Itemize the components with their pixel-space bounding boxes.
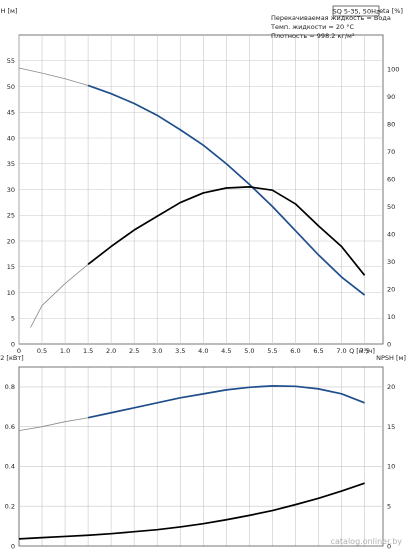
model-label: SQ 5-35, 50Hz xyxy=(333,8,380,16)
q-tick-label: 5.5 xyxy=(267,347,277,355)
npsh-tick-label: 20 xyxy=(387,383,395,391)
npsh-tick-label: 15 xyxy=(387,423,395,431)
h-tick-label: 5 xyxy=(11,315,15,323)
p2-axis-title: P2 [кВт] xyxy=(0,354,24,362)
q-tick-label: 3.5 xyxy=(175,347,185,355)
temperature-label: Темп. жидкости = 20 °C xyxy=(270,23,354,31)
npsh-tick-label: 0 xyxy=(387,542,391,550)
q-tick-label: 2.5 xyxy=(129,347,139,355)
h-tick-label: 55 xyxy=(7,57,15,65)
h-axis-title: H [м] xyxy=(1,7,18,15)
h-curve-extension xyxy=(18,67,89,86)
q-tick-label: 2.0 xyxy=(106,347,116,355)
q-tick-label: 0 xyxy=(17,347,21,355)
eta-tick-label: 90 xyxy=(387,93,395,101)
grid-layer xyxy=(18,34,384,547)
npsh-tick-label: 5 xyxy=(387,503,391,511)
h-tick-label: 15 xyxy=(7,263,15,271)
h-tick-label: 10 xyxy=(7,289,15,297)
q-tick-label: 7.5 xyxy=(359,347,369,355)
axis-layer: 0 0.5 1.0 1.5 2.0 2.5 3.0 3.5 4.0 4.5 5.0 5.5 6.0 6.5… xyxy=(5,57,400,550)
p2-curve xyxy=(87,385,365,419)
h-tick-label: 40 xyxy=(7,134,15,142)
h-tick-label: 20 xyxy=(7,237,15,245)
q-tick-label: 0.5 xyxy=(37,347,47,355)
curve-layer xyxy=(18,67,366,540)
q-tick-label: 6.0 xyxy=(290,347,300,355)
eta-tick-label: 10 xyxy=(387,313,395,321)
q-tick-label: 5.0 xyxy=(244,347,254,355)
h-tick-label: 0 xyxy=(11,340,15,348)
q-tick-label: 7.0 xyxy=(336,347,346,355)
h-curve xyxy=(87,84,366,296)
eta-tick-label: 60 xyxy=(387,176,395,184)
q-tick-label: 4.0 xyxy=(198,347,208,355)
p2-curve-extension xyxy=(18,417,89,432)
p2-tick-label: 0.4 xyxy=(5,463,15,471)
p2-tick-label: 0 xyxy=(11,542,15,550)
eta-tick-label: 50 xyxy=(387,203,395,211)
liquid-label: Перекачиваемая жидкость = Вода xyxy=(271,14,391,22)
q-tick-label: 3.0 xyxy=(152,347,162,355)
h-tick-label: 25 xyxy=(7,212,15,220)
eta-tick-label: 20 xyxy=(387,285,395,293)
npsh-tick-label: 10 xyxy=(387,463,395,471)
h-tick-label: 45 xyxy=(7,109,15,117)
model-label-box xyxy=(332,5,380,17)
q-tick-label: 4.5 xyxy=(221,347,231,355)
h-tick-label: 30 xyxy=(7,186,15,194)
eta-axis-title: eta [%] xyxy=(379,7,403,15)
h-tick-label: 50 xyxy=(7,83,15,91)
eta-tick-label: 0 xyxy=(387,340,391,348)
eta-tick-label: 80 xyxy=(387,121,395,129)
npsh-axis-title: NPSH [м] xyxy=(376,354,406,362)
eta-tick-label: 70 xyxy=(387,148,395,156)
eta-curve-extension xyxy=(30,264,89,328)
density-label: Плотность = 998.2 кг/м³ xyxy=(271,32,355,40)
watermark: catalog.onliner.by xyxy=(331,537,403,546)
q-axis-title: Q [м³/ч] xyxy=(349,347,375,355)
p2-tick-label: 0.6 xyxy=(5,423,15,431)
eta-tick-label: 30 xyxy=(387,258,395,266)
eta-curve xyxy=(87,186,366,276)
p2-tick-label: 0.8 xyxy=(5,383,15,391)
q-tick-label: 6.5 xyxy=(313,347,323,355)
q-tick-label: 1.0 xyxy=(60,347,70,355)
h-tick-label: 35 xyxy=(7,160,15,168)
p2-tick-label: 0.2 xyxy=(5,503,15,511)
eta-tick-label: 40 xyxy=(387,230,395,238)
npsh-curve xyxy=(18,482,365,540)
q-tick-label: 1.5 xyxy=(83,347,93,355)
eta-tick-label: 100 xyxy=(387,66,399,74)
lower-plot-frame xyxy=(18,366,384,547)
